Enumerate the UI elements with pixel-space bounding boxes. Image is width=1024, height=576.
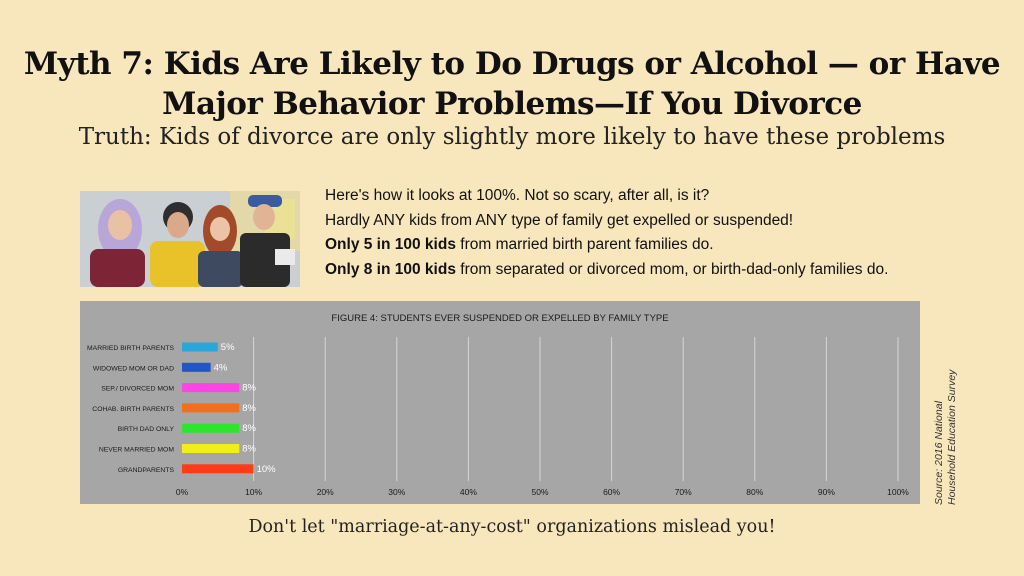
x-tick-label: 50% xyxy=(531,487,548,497)
value-label: 8% xyxy=(242,423,256,434)
x-tick-label: 0% xyxy=(176,487,189,497)
x-tick-label: 90% xyxy=(818,487,835,497)
x-tick-label: 80% xyxy=(746,487,763,497)
bar xyxy=(182,362,211,372)
bar xyxy=(182,444,240,453)
facts-line-3-bold: Only 5 in 100 kids xyxy=(325,236,456,253)
bar xyxy=(182,403,240,413)
bar xyxy=(182,383,240,393)
category-label: MARRIED BIRTH PARENTS xyxy=(87,345,174,352)
value-label: 5% xyxy=(221,342,235,353)
bar-chart: FIGURE 4: STUDENTS EVER SUSPENDED OR EXP… xyxy=(87,313,909,497)
facts-line-1: Here's how it looks at 100%. Not so scar… xyxy=(325,187,710,204)
subtitle: Truth: Kids of divorce are only slightly… xyxy=(78,124,946,150)
bar-chart-panel: FIGURE 4: STUDENTS EVER SUSPENDED OR EXP… xyxy=(80,301,920,504)
source-note: Source: 2016 National Household Educatio… xyxy=(930,353,970,508)
facts-text: Here's how it looks at 100%. Not so scar… xyxy=(325,184,945,282)
source-line-2: Household Education Survey xyxy=(946,369,958,505)
category-label: BIRTH DAD ONLY xyxy=(118,426,175,433)
page-title: Myth 7: Kids Are Likely to Do Drugs or A… xyxy=(0,44,1024,124)
x-tick-label: 40% xyxy=(460,487,477,497)
facts-line-4: Only 8 in 100 kids from separated or div… xyxy=(325,258,945,283)
title-line-1: Myth 7: Kids Are Likely to Do Drugs or A… xyxy=(23,46,1001,82)
value-label: 10% xyxy=(257,464,277,475)
x-tick-label: 10% xyxy=(245,487,262,497)
facts-line-2: Hardly ANY kids from ANY type of family … xyxy=(325,211,794,229)
x-tick-label: 100% xyxy=(887,487,909,497)
x-tick-label: 70% xyxy=(675,487,692,497)
facts-line-4-rest: from separated or divorced mom, or birth… xyxy=(455,260,889,278)
chart-title: FIGURE 4: STUDENTS EVER SUSPENDED OR EXP… xyxy=(331,313,668,324)
category-label: GRANDPARENTS xyxy=(118,467,175,474)
category-label: COHAB. BIRTH PARENTS xyxy=(92,406,174,413)
title-line-2: Major Behavior Problems—If You Divorce xyxy=(162,86,862,122)
bar xyxy=(182,423,240,433)
facts-line-3-rest: from married birth parent families do. xyxy=(455,236,714,253)
x-tick-label: 20% xyxy=(317,487,334,497)
x-tick-label: 60% xyxy=(603,487,620,497)
category-label: WIDOWED MOM OR DAD xyxy=(93,365,174,372)
value-label: 8% xyxy=(242,403,256,414)
category-label: SEP./ DIVORCED MOM xyxy=(101,386,174,393)
x-tick-label: 30% xyxy=(388,487,405,497)
value-label: 8% xyxy=(242,444,256,455)
facts-line-4-bold: Only 8 in 100 kids xyxy=(325,260,456,278)
bar xyxy=(182,464,254,474)
footer-text: Don't let "marriage-at-any-cost" organiz… xyxy=(248,517,776,537)
source-line-1: Source: 2016 National xyxy=(933,400,945,505)
facts-line-3: Only 5 in 100 kids from married birth pa… xyxy=(325,233,945,258)
value-label: 8% xyxy=(242,383,256,394)
category-label: NEVER MARRIED MOM xyxy=(99,447,174,454)
teens-photo xyxy=(80,191,300,287)
bar xyxy=(182,342,218,352)
value-label: 4% xyxy=(214,362,228,373)
